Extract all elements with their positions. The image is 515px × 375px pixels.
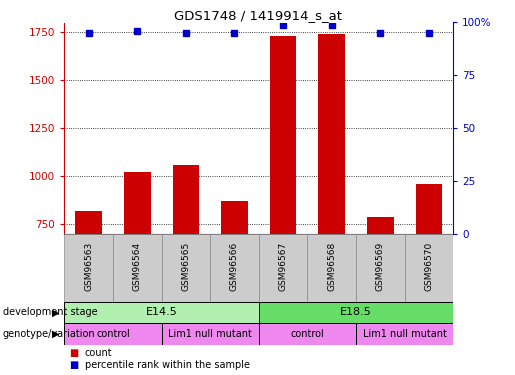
Bar: [64, 302, 259, 323]
Text: genotype/variation: genotype/variation: [3, 329, 95, 339]
Text: count: count: [85, 348, 113, 358]
Bar: [221, 201, 248, 234]
Text: development stage: development stage: [3, 308, 97, 317]
Text: E14.5: E14.5: [146, 308, 178, 317]
Bar: [259, 323, 356, 345]
Text: ■: ■: [70, 348, 79, 358]
Bar: [173, 165, 199, 234]
Bar: [356, 323, 453, 345]
Text: ▶: ▶: [52, 308, 59, 317]
Bar: [259, 302, 453, 323]
Text: ■: ■: [70, 360, 79, 370]
Text: Lim1 null mutant: Lim1 null mutant: [168, 329, 252, 339]
Text: GSM96563: GSM96563: [84, 242, 93, 291]
Bar: [405, 234, 453, 302]
Text: GSM96567: GSM96567: [279, 242, 287, 291]
Bar: [210, 234, 259, 302]
Text: GDS1748 / 1419914_s_at: GDS1748 / 1419914_s_at: [174, 9, 341, 22]
Bar: [307, 234, 356, 302]
Bar: [162, 234, 210, 302]
Text: GSM96570: GSM96570: [424, 242, 434, 291]
Text: percentile rank within the sample: percentile rank within the sample: [85, 360, 250, 370]
Text: control: control: [96, 329, 130, 339]
Bar: [270, 36, 297, 234]
Bar: [318, 34, 345, 234]
Bar: [416, 184, 442, 234]
Bar: [124, 172, 151, 234]
Bar: [367, 217, 393, 234]
Bar: [64, 323, 162, 345]
Bar: [259, 234, 307, 302]
Text: GSM96568: GSM96568: [327, 242, 336, 291]
Text: E18.5: E18.5: [340, 308, 372, 317]
Text: GSM96565: GSM96565: [181, 242, 191, 291]
Bar: [162, 323, 259, 345]
Bar: [75, 211, 102, 234]
Bar: [356, 234, 405, 302]
Text: GSM96569: GSM96569: [376, 242, 385, 291]
Bar: [64, 234, 113, 302]
Text: ▶: ▶: [52, 329, 59, 339]
Bar: [113, 234, 162, 302]
Text: Lim1 null mutant: Lim1 null mutant: [363, 329, 447, 339]
Text: GSM96564: GSM96564: [133, 242, 142, 291]
Text: GSM96566: GSM96566: [230, 242, 239, 291]
Text: control: control: [290, 329, 324, 339]
